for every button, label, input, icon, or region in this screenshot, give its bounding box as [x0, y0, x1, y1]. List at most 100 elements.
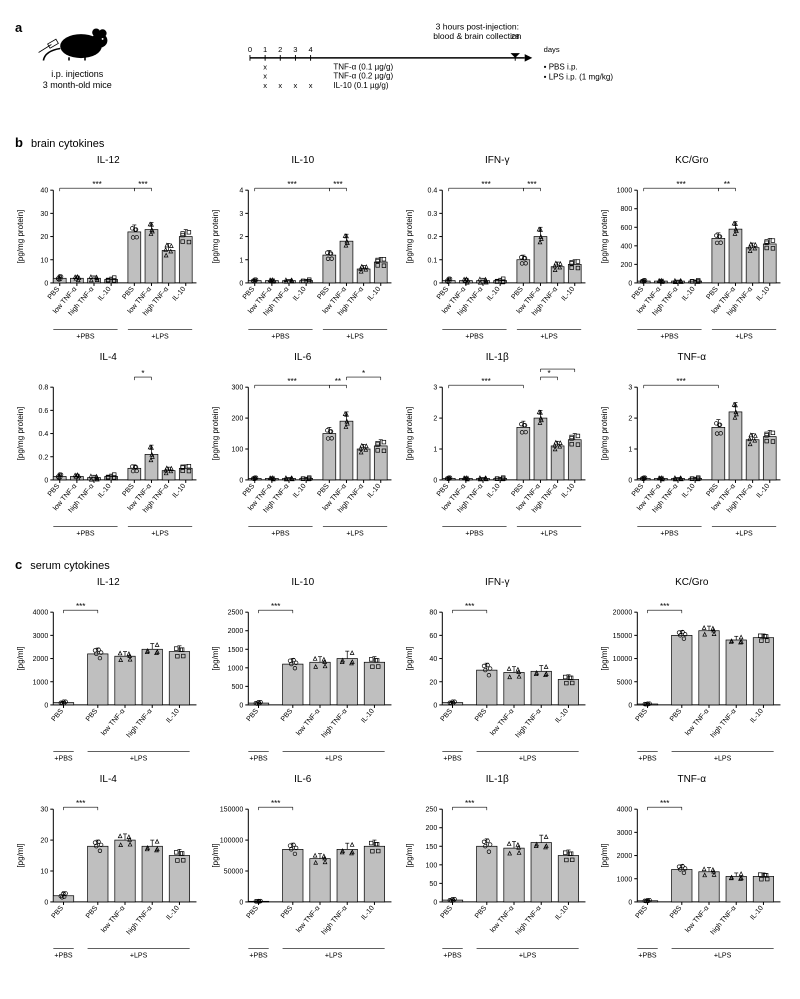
svg-text:3: 3: [628, 385, 632, 392]
svg-text:200: 200: [426, 825, 438, 832]
svg-text:[pg/ml]: [pg/ml]: [600, 646, 609, 670]
svg-text:IL-10: IL-10: [172, 286, 188, 303]
chart-title: IL-10: [210, 155, 397, 166]
svg-text:+PBS: +PBS: [249, 755, 268, 761]
chart-il12: IL-12010203040[pg/mg protein]PBSlow TNF-…: [15, 155, 202, 344]
svg-text:+LPS: +LPS: [519, 755, 537, 761]
svg-text:40: 40: [40, 188, 48, 195]
svg-text:low TNF-α: low TNF-α: [684, 905, 710, 934]
svg-text:+LPS: +LPS: [735, 333, 753, 339]
svg-text:400: 400: [620, 243, 632, 250]
svg-text:*: *: [141, 369, 144, 378]
svg-text:800: 800: [620, 206, 632, 213]
svg-text:PBS: PBS: [316, 483, 331, 499]
svg-text:60: 60: [429, 633, 437, 640]
svg-text:IL-10: IL-10: [561, 483, 577, 500]
chart-il10: IL-1005001000150020002500[pg/ml]PBSPBSlo…: [210, 577, 397, 766]
svg-text:IL-10: IL-10: [291, 286, 307, 303]
chart-svg: 01000200030004000[pg/ml]PBSPBSlow TNF-αh…: [599, 787, 786, 958]
svg-text:IL-10: IL-10: [755, 286, 771, 303]
chart-svg: 020406080[pg/ml]PBSPBSlow TNF-αhigh TNF-…: [404, 590, 591, 761]
svg-text:PBS: PBS: [121, 286, 136, 302]
chart-title: IL-12: [15, 155, 202, 166]
svg-text:200: 200: [620, 262, 632, 269]
svg-text:PBS: PBS: [474, 707, 489, 723]
svg-text:3000: 3000: [33, 633, 49, 640]
chart-title: IL-4: [15, 774, 202, 785]
svg-text:0: 0: [433, 702, 437, 709]
svg-text:***: ***: [676, 378, 685, 387]
svg-text:PBS: PBS: [436, 483, 451, 499]
svg-text:20000: 20000: [612, 609, 632, 616]
chart-svg: 050000100000150000[pg/ml]PBSPBSlow TNF-α…: [210, 787, 397, 958]
svg-text:100: 100: [231, 447, 243, 454]
svg-text:PBS: PBS: [85, 707, 100, 723]
svg-text:0.2: 0.2: [38, 455, 48, 462]
svg-text:high TNF-α: high TNF-α: [515, 708, 543, 740]
svg-text:PBS: PBS: [316, 286, 331, 302]
svg-text:0: 0: [44, 900, 48, 907]
svg-text:30: 30: [40, 211, 48, 218]
svg-text:PBS: PBS: [510, 483, 525, 499]
svg-text:0: 0: [628, 280, 632, 287]
svg-text:10: 10: [40, 869, 48, 876]
svg-text:[pg/ml]: [pg/ml]: [405, 646, 414, 670]
panel-b-grid: IL-12010203040[pg/mg protein]PBSlow TNF-…: [15, 155, 785, 542]
svg-text:PBS: PBS: [241, 286, 256, 302]
svg-text:1: 1: [433, 447, 437, 454]
svg-text:PBS: PBS: [245, 905, 260, 921]
svg-text:high TNF-α: high TNF-α: [709, 905, 737, 937]
svg-text:low TNF-α: low TNF-α: [100, 905, 126, 934]
svg-text:2: 2: [628, 416, 632, 423]
svg-text:high TNF-α: high TNF-α: [709, 708, 737, 740]
svg-text:IL-10: IL-10: [680, 286, 696, 303]
svg-text:+LPS: +LPS: [540, 531, 558, 537]
svg-text:10000: 10000: [612, 656, 632, 663]
svg-text:1000: 1000: [33, 679, 49, 686]
svg-text:28: 28: [511, 32, 519, 41]
svg-text:PBS: PBS: [474, 905, 489, 921]
chart-kcgro: KC/Gro02004006008001000[pg/mg protein]PB…: [599, 155, 786, 344]
svg-text:high TNF-α: high TNF-α: [320, 708, 348, 740]
svg-text:+PBS: +PBS: [443, 755, 462, 761]
svg-text:low TNF-α: low TNF-α: [295, 905, 321, 934]
chart-title: KC/Gro: [599, 577, 786, 588]
svg-text:IL-10: IL-10: [360, 707, 376, 724]
svg-text:100: 100: [426, 862, 438, 869]
svg-text:low TNF-α: low TNF-α: [295, 708, 321, 737]
panel-b-header: b brain cytokines: [15, 135, 785, 150]
timeline-svg: 3 hours post-injection:blood & brain col…: [132, 20, 785, 110]
svg-text:5000: 5000: [616, 679, 632, 686]
svg-text:***: ***: [481, 180, 490, 189]
chart-svg: 00.20.40.60.8[pg/mg protein]PBSlow TNF-α…: [15, 365, 202, 536]
svg-text:2000: 2000: [616, 853, 632, 860]
chart-il6: IL-6050000100000150000[pg/ml]PBSPBSlow T…: [210, 774, 397, 963]
svg-text:PBS: PBS: [630, 286, 645, 302]
svg-text:3: 3: [433, 385, 437, 392]
svg-text:low TNF-α: low TNF-α: [684, 708, 710, 737]
svg-text:[pg/mg protein]: [pg/mg protein]: [600, 407, 609, 461]
svg-text:2000: 2000: [227, 628, 243, 635]
svg-text:TNF-α (0.1 µg/g): TNF-α (0.1 µg/g): [334, 62, 394, 71]
chart-svg: 05000100001500020000[pg/ml]PBSPBSlow TNF…: [599, 590, 786, 761]
svg-text:[pg/mg protein]: [pg/mg protein]: [16, 210, 25, 264]
svg-text:[pg/mg protein]: [pg/mg protein]: [405, 210, 414, 264]
svg-text:IL-10: IL-10: [97, 483, 113, 500]
svg-text:**: **: [723, 180, 729, 189]
svg-text:4: 4: [239, 188, 243, 195]
svg-text:PBS: PBS: [51, 707, 66, 723]
svg-text:***: ***: [333, 180, 342, 189]
svg-text:high TNF-α: high TNF-α: [320, 905, 348, 937]
svg-text:***: ***: [465, 799, 474, 808]
svg-text:***: ***: [287, 378, 296, 387]
svg-text:***: ***: [676, 180, 685, 189]
chart-il1: IL-1β050100150200250[pg/ml]PBSPBSlow TNF…: [404, 774, 591, 963]
svg-text:PBS: PBS: [279, 905, 294, 921]
chart-il12: IL-1201000200030004000[pg/ml]PBSPBSlow T…: [15, 577, 202, 766]
svg-text:0.4: 0.4: [38, 431, 48, 438]
svg-text:15000: 15000: [612, 633, 632, 640]
svg-text:0.3: 0.3: [427, 211, 437, 218]
svg-text:low TNF-α: low TNF-α: [489, 905, 515, 934]
panel-a-label: a: [15, 20, 22, 35]
svg-text:high TNF-α: high TNF-α: [515, 905, 543, 937]
